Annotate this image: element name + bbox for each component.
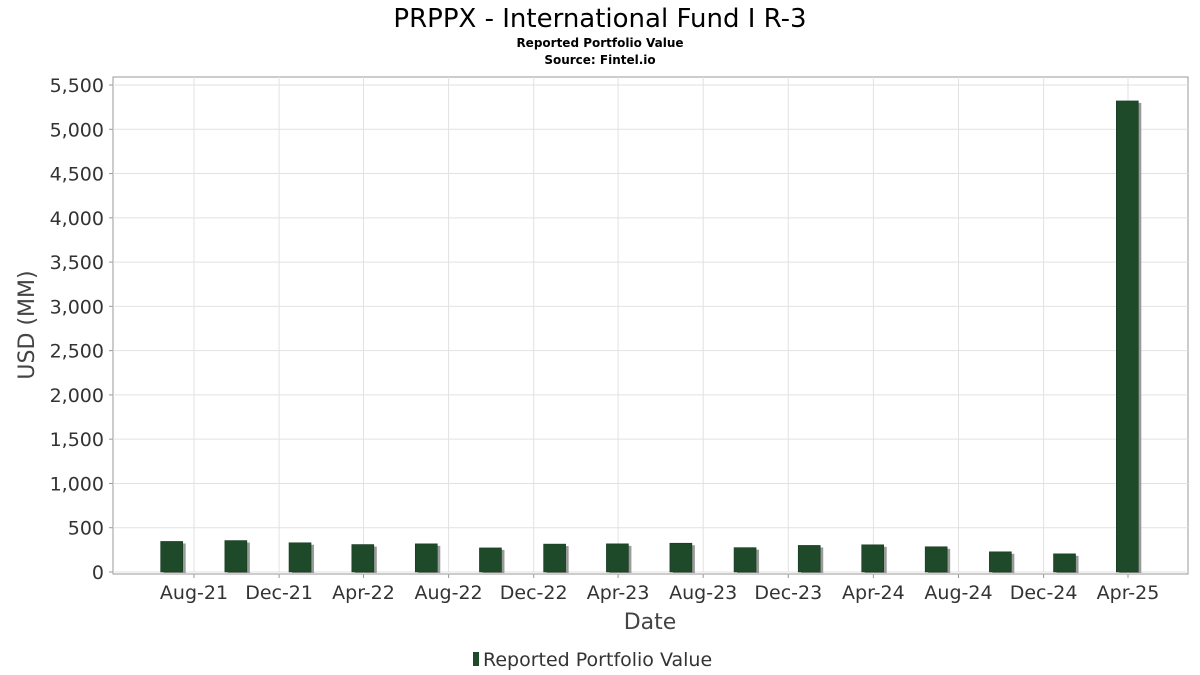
bar	[797, 545, 824, 573]
bar	[1053, 553, 1079, 573]
bar	[224, 540, 250, 573]
y-tick-label: 2,500	[50, 341, 104, 363]
y-tick-label: 3,000	[50, 296, 104, 318]
bar-fill	[1116, 100, 1139, 573]
bar-fill	[606, 543, 629, 573]
bar	[414, 543, 441, 573]
y-axis-label: USD (MM)	[15, 270, 40, 379]
legend: Reported Portfolio Value	[473, 649, 712, 671]
bar	[606, 543, 632, 573]
bar	[288, 542, 315, 573]
bar	[479, 547, 505, 573]
bar	[924, 546, 951, 573]
bar-fill	[989, 551, 1012, 573]
chart-title: PRPPX - International Fund I R-3	[393, 4, 806, 34]
bar-fill	[288, 542, 312, 573]
bar-fill	[733, 547, 757, 573]
x-tick-label: Apr-23	[587, 582, 650, 604]
chart-source: Source: Fintel.io	[544, 53, 655, 67]
plot-area	[112, 76, 1189, 575]
x-tick-label: Apr-24	[842, 582, 905, 604]
grid	[113, 77, 1188, 574]
x-tick-label: Aug-23	[669, 582, 737, 604]
chart-subtitle: Reported Portfolio Value	[516, 36, 683, 50]
legend-label: Reported Portfolio Value	[483, 649, 712, 671]
bars	[160, 100, 1142, 574]
bar	[989, 551, 1015, 573]
legend-swatch	[473, 652, 479, 666]
y-tick-label: 5,500	[50, 75, 104, 97]
x-tick-label: Dec-22	[500, 582, 568, 604]
bar	[861, 544, 887, 573]
bar	[351, 544, 377, 573]
x-axis-label: Date	[624, 610, 677, 635]
bar-fill	[669, 542, 693, 573]
bar	[160, 541, 186, 573]
bar-fill	[543, 543, 566, 573]
x-tick-label: Apr-22	[332, 582, 395, 604]
bar-fill	[924, 546, 948, 573]
bar-fill	[1053, 553, 1076, 573]
x-tick-label: Aug-24	[924, 582, 992, 604]
y-tick-label: 0	[92, 562, 104, 584]
bar-fill	[797, 545, 821, 573]
bar	[733, 547, 760, 573]
x-tick-label: Dec-23	[754, 582, 822, 604]
x-tick-label: Aug-21	[160, 582, 228, 604]
x-tick-label: Apr-25	[1097, 582, 1160, 604]
x-tick-label: Dec-24	[1010, 582, 1078, 604]
bar-fill	[414, 543, 438, 573]
x-tick-label: Aug-22	[415, 582, 483, 604]
y-tick-label: 5,000	[50, 119, 104, 141]
x-axis-ticks: Aug-21 Dec-21 Apr-22 Aug-22 Dec-22 Apr-23 Aug-…	[160, 574, 1159, 604]
bar-fill	[224, 540, 248, 573]
bar	[1116, 100, 1142, 574]
y-axis-ticks: 0 500 1,000 1,500 2,000 2,500 3,000 3,500 4,000 4…	[50, 75, 113, 584]
bar-fill	[861, 544, 885, 573]
y-tick-label: 2,000	[50, 385, 104, 407]
y-tick-label: 4,500	[50, 164, 104, 186]
x-tick-label: Dec-21	[245, 582, 313, 604]
y-tick-label: 1,000	[50, 473, 104, 495]
y-tick-label: 1,500	[50, 429, 104, 451]
bar-fill	[479, 547, 502, 573]
y-tick-label: 3,500	[50, 252, 104, 274]
y-tick-label: 500	[68, 518, 104, 540]
y-tick-label: 4,000	[50, 208, 104, 230]
bar	[543, 543, 569, 573]
bar	[669, 542, 695, 573]
bar-fill	[351, 544, 375, 573]
bar-fill	[160, 541, 183, 573]
